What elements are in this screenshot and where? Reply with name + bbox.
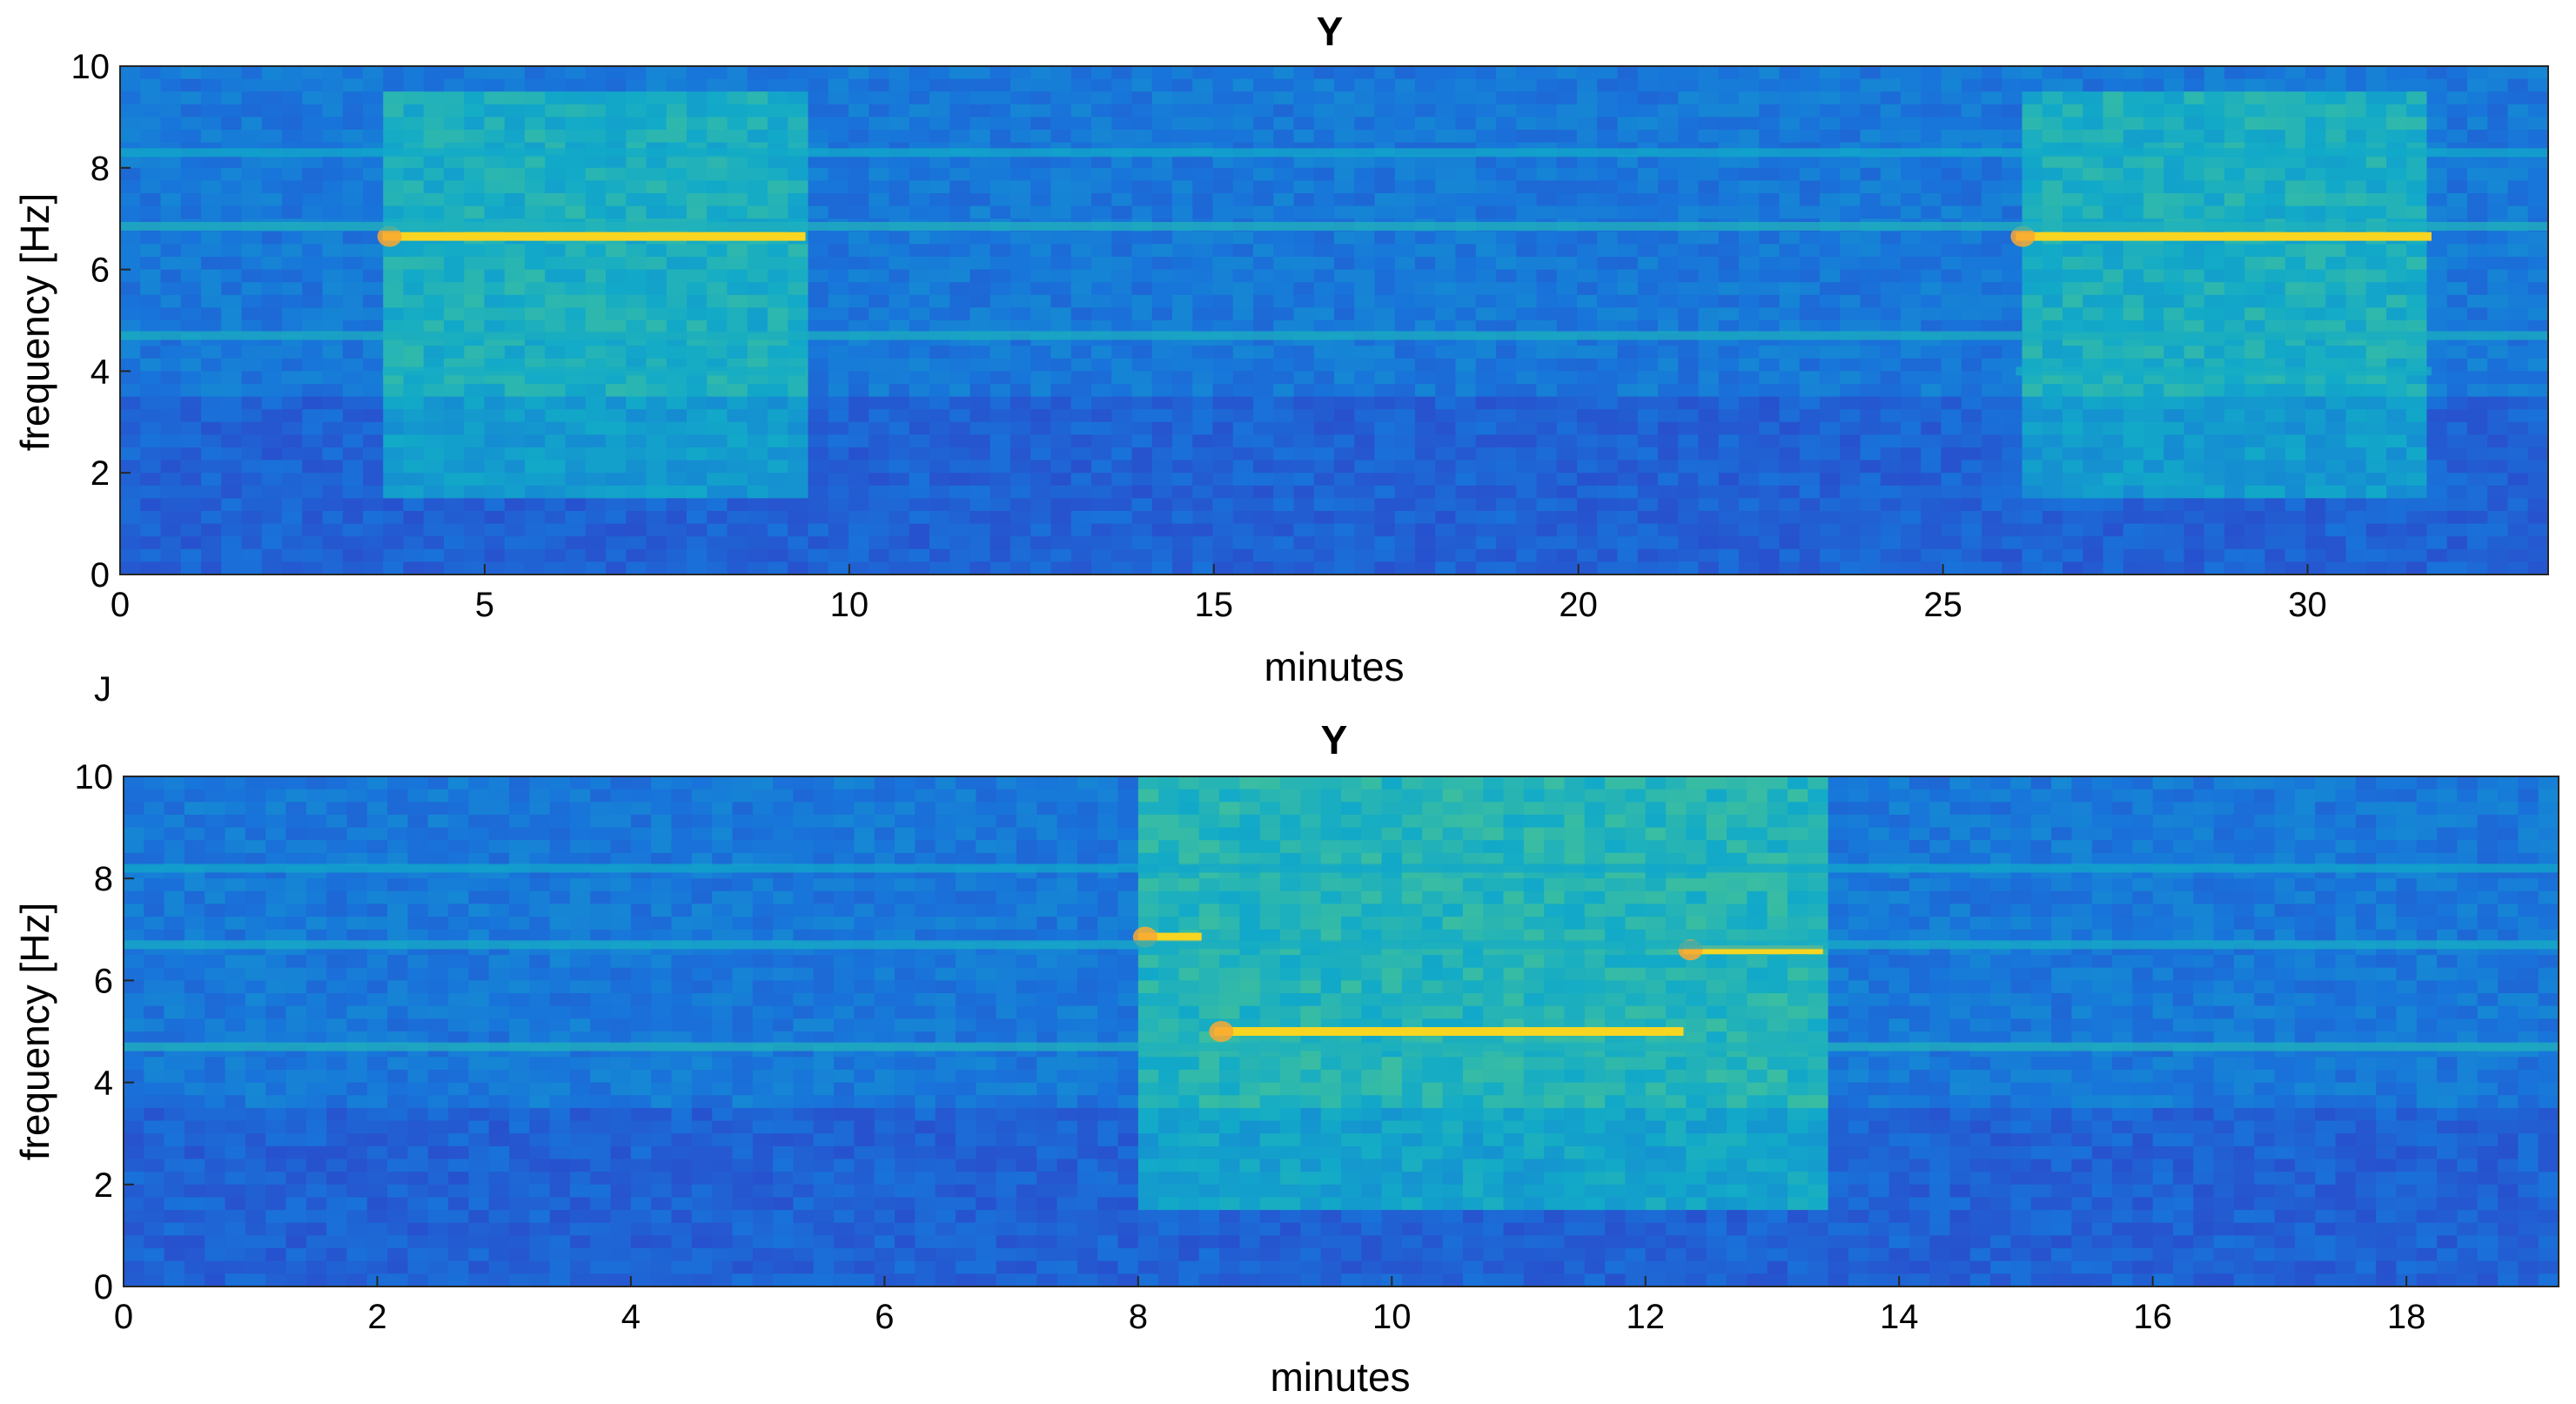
x-axis-ticks: 0 5 10 15 20 25 30 [111,564,2327,624]
frequency-band [120,331,2548,340]
tone-line [382,232,806,241]
x-tick-label: 10 [830,586,869,624]
frequency-band [124,1042,2559,1051]
y-tick-label: 8 [91,150,110,188]
tone-line [1214,1027,1684,1036]
x-tick-label: 6 [875,1298,894,1336]
chart-title: Y [1317,9,1344,54]
frequency-band [382,366,806,376]
spectrogram-plot-area [119,65,2549,575]
x-tick-label: 0 [114,1298,133,1336]
x-tick-label: 16 [2133,1298,2172,1336]
y-tick-label: 2 [94,1166,113,1205]
y-tick-label: 4 [94,1065,113,1103]
y-tick-label: 6 [94,962,113,1000]
spectrogram-panel-1: Y 0 2 4 6 8 10 0 5 10 15 20 25 30 frequency [Hz] mi… [12,9,2549,689]
spectrogram-background [120,66,2549,575]
frequency-band [124,863,2559,873]
x-tick-label: 5 [475,586,494,624]
x-tick-label: 12 [1627,1298,1666,1336]
cropped-label-fragment: J [94,670,111,709]
y-tick-label: 10 [71,48,111,86]
frequency-band [120,148,2548,158]
x-tick-label: 14 [1880,1298,1919,1336]
tone-onset-marker [377,225,402,247]
frequency-band [124,940,2559,950]
x-axis-label: minutes [1270,1354,1410,1400]
y-tick-label: 0 [94,1268,113,1307]
frequency-band [120,221,2548,231]
tone-line [2016,232,2432,241]
y-axis-label: frequency [Hz] [12,903,57,1161]
x-axis-label: minutes [1264,644,1404,689]
tone-onset-marker [1209,1021,1234,1042]
spectrogram-panel-2: Y 0 2 4 6 8 10 0 2 4 6 8 10 12 14 16 18 frequency [Hz]… [12,717,2559,1400]
y-axis-ticks: 0 2 4 6 8 10 [75,758,134,1307]
x-tick-label: 15 [1195,586,1234,624]
x-tick-label: 18 [2387,1298,2426,1336]
y-tick-label: 0 [91,556,110,595]
x-tick-label: 25 [1923,586,1962,624]
y-tick-label: 2 [91,454,110,493]
tone-onset-marker [2010,225,2036,247]
x-tick-label: 20 [1559,586,1598,624]
y-axis-label: frequency [Hz] [12,193,57,452]
spectrogram-plot-area [123,776,2559,1287]
y-tick-label: 6 [91,252,110,290]
x-tick-label: 4 [621,1298,641,1336]
frequency-band [2016,366,2432,376]
x-tick-label: 2 [367,1298,386,1336]
y-tick-label: 4 [91,353,110,391]
plot-frame [123,776,2559,1287]
x-tick-label: 30 [2288,586,2327,624]
tone-line [1683,945,1823,955]
x-axis-ticks: 0 2 4 6 8 10 12 14 16 18 [114,1276,2426,1336]
tone-line [1137,932,1202,942]
x-tick-label: 10 [1372,1298,1412,1336]
y-axis-ticks: 0 2 4 6 8 10 [71,48,131,595]
y-tick-label: 8 [94,860,113,898]
x-tick-label: 8 [1129,1298,1148,1336]
chart-title: Y [1321,717,1348,762]
y-tick-label: 10 [75,758,114,796]
x-tick-label: 0 [111,586,130,624]
plot-frame [119,65,2549,575]
